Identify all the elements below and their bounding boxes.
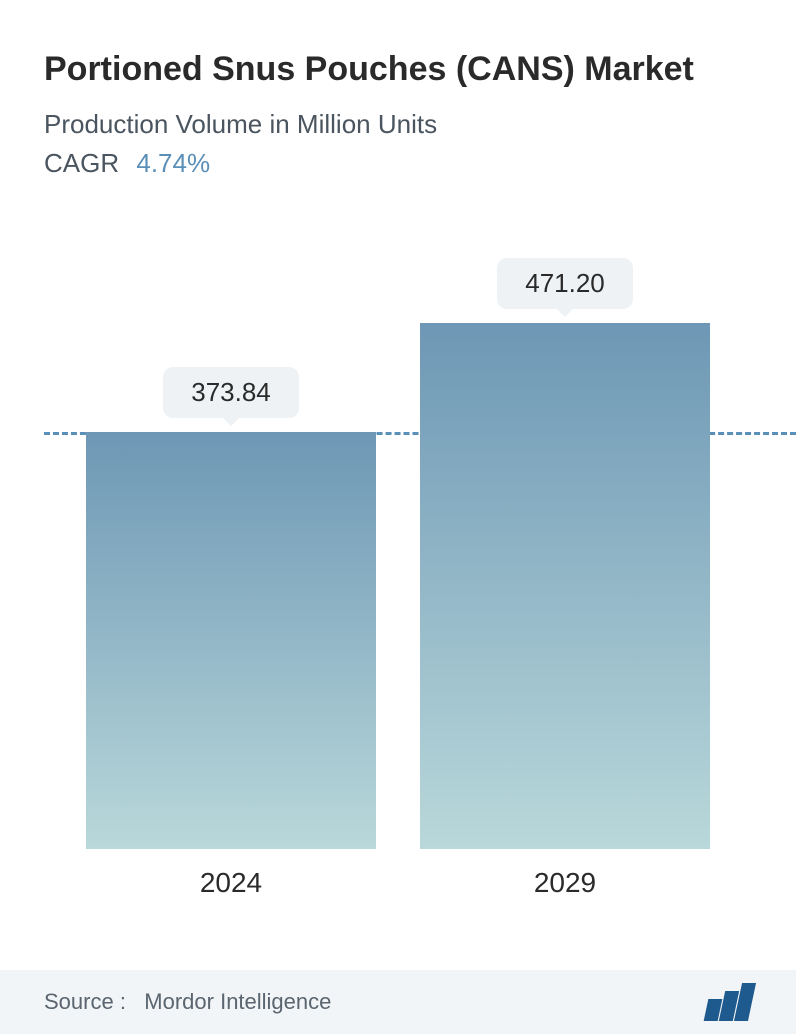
chart-area: 373.84471.20 20242029 <box>44 239 752 899</box>
cagr-row: CAGR 4.74% <box>44 148 752 179</box>
bars-wrap: 373.84471.20 <box>44 269 752 849</box>
source-name: Mordor Intelligence <box>144 989 331 1014</box>
logo-bar-icon <box>734 983 756 1021</box>
value-pill: 373.84 <box>163 367 299 418</box>
bar-group: 373.84 <box>86 367 376 849</box>
cagr-value: 4.74% <box>136 148 210 178</box>
chart-bar-fill <box>420 323 710 849</box>
brand-logo <box>706 983 752 1021</box>
chart-container: Portioned Snus Pouches (CANS) Market Pro… <box>0 0 796 1034</box>
page-title: Portioned Snus Pouches (CANS) Market <box>44 48 752 91</box>
footer: Source : Mordor Intelligence <box>0 970 796 1034</box>
chart-bar <box>420 323 710 849</box>
x-axis-labels: 2024 2029 <box>44 867 752 899</box>
value-pill: 471.20 <box>497 258 633 309</box>
source-text: Source : Mordor Intelligence <box>44 989 331 1015</box>
chart-bar-fill <box>86 432 376 849</box>
x-axis-label: 2029 <box>420 867 710 899</box>
source-label: Source : <box>44 989 126 1014</box>
chart-subtitle: Production Volume in Million Units <box>44 109 752 140</box>
chart-bar <box>86 432 376 849</box>
x-axis-label: 2024 <box>86 867 376 899</box>
cagr-label: CAGR <box>44 148 119 178</box>
bar-group: 471.20 <box>420 258 710 849</box>
